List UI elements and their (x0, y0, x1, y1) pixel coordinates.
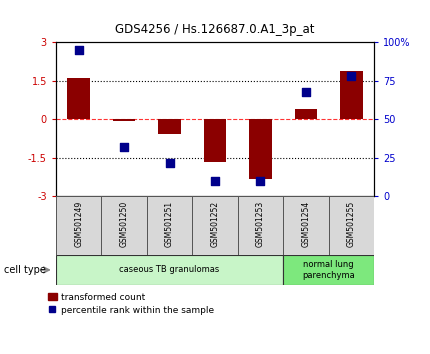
Bar (113, 120, 135, 121)
Bar (340, 71, 363, 120)
Bar (238, 196, 283, 255)
Text: cell type: cell type (4, 265, 46, 275)
Legend: transformed count, percentile rank within the sample: transformed count, percentile rank withi… (47, 293, 214, 315)
Point (166, 160, 173, 165)
Text: caseous TB granulomas: caseous TB granulomas (120, 266, 220, 274)
Bar (101, 196, 147, 255)
Text: GSM501252: GSM501252 (211, 201, 219, 247)
Bar (56, 255, 283, 285)
Text: GSM501254: GSM501254 (301, 201, 310, 247)
Text: GSM501253: GSM501253 (256, 201, 265, 247)
Point (257, 178, 264, 184)
Text: GSM501249: GSM501249 (74, 201, 83, 247)
Bar (192, 196, 238, 255)
Text: normal lung
parenchyma: normal lung parenchyma (302, 260, 355, 280)
Point (302, 89, 309, 95)
Text: GDS4256 / Hs.126687.0.A1_3p_at: GDS4256 / Hs.126687.0.A1_3p_at (115, 23, 315, 36)
Point (121, 144, 128, 150)
Point (212, 178, 218, 184)
Bar (295, 109, 317, 120)
Bar (283, 255, 374, 285)
Point (348, 74, 355, 79)
Text: GSM501255: GSM501255 (347, 201, 356, 247)
Point (75, 47, 82, 53)
Bar (329, 196, 374, 255)
Bar (204, 120, 226, 162)
Text: GSM501251: GSM501251 (165, 201, 174, 247)
Bar (283, 196, 329, 255)
Bar (158, 120, 181, 133)
Bar (249, 120, 272, 178)
Text: GSM501250: GSM501250 (120, 201, 129, 247)
Bar (67, 79, 90, 120)
Bar (147, 196, 192, 255)
Bar (56, 196, 101, 255)
